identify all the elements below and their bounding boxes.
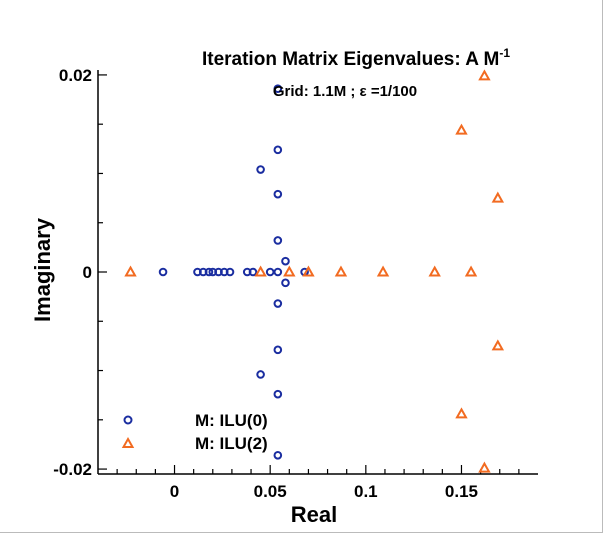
data-point-circle xyxy=(204,267,214,277)
data-point-triangle xyxy=(491,191,505,203)
legend-marker-ilu0 xyxy=(123,415,133,425)
data-point-circle xyxy=(273,389,283,399)
legend-label-ilu2: M: ILU(2) xyxy=(195,434,268,453)
x-tick-label: 0.15 xyxy=(445,482,478,501)
data-point-triangle xyxy=(478,69,491,81)
series-ilu2 xyxy=(124,69,505,473)
y-tick-label: 0.02 xyxy=(59,66,92,85)
data-point-triangle xyxy=(491,339,505,351)
y-tick-label: -0.02 xyxy=(53,460,92,479)
data-point-circle xyxy=(273,145,283,155)
data-point-triangle xyxy=(376,265,390,277)
data-point-circle xyxy=(281,256,290,266)
chart-subtitle: Grid: 1.1M ; ε =1/100 xyxy=(273,83,417,100)
data-point-circle xyxy=(256,165,265,174)
x-tick-label: 0 xyxy=(170,482,179,501)
data-point-triangle xyxy=(455,123,468,135)
data-point-triangle xyxy=(464,265,478,277)
y-axis-label: Imaginary xyxy=(30,217,55,322)
data-point-triangle xyxy=(254,265,267,277)
y-tick-label: 0 xyxy=(83,263,92,282)
data-point-circle xyxy=(273,267,283,277)
y-ticks: -0.02 0 0.02 xyxy=(53,66,107,479)
data-point-triangle xyxy=(428,265,441,277)
data-point-triangle xyxy=(455,407,468,419)
data-point-circle xyxy=(256,370,265,379)
legend-label-ilu0: M: ILU(0) xyxy=(195,411,268,430)
data-point-circle xyxy=(273,236,283,245)
data-point-triangle xyxy=(283,265,296,277)
chart-title: Iteration Matrix Eigenvalues: A M-1 xyxy=(202,46,510,70)
x-tick-label: 0.1 xyxy=(354,482,378,501)
series-ilu0 xyxy=(158,84,309,460)
legend-marker-ilu2 xyxy=(121,436,135,448)
data-point-circle xyxy=(273,299,283,308)
data-point-circle xyxy=(281,278,290,288)
data-point-circle xyxy=(265,267,275,277)
data-point-circle xyxy=(273,450,283,460)
data-marks xyxy=(124,69,505,473)
x-ticks: 0 0.05 0.1 0.15 xyxy=(116,465,520,501)
data-point-triangle xyxy=(334,265,348,277)
axes xyxy=(97,70,538,475)
data-point-triangle xyxy=(124,265,137,277)
x-axis-label: Real xyxy=(291,502,337,527)
data-point-circle xyxy=(225,267,235,277)
data-point-triangle xyxy=(302,265,315,277)
data-point-circle xyxy=(158,267,168,277)
data-point-triangle xyxy=(478,461,491,473)
data-point-circle xyxy=(273,189,283,199)
x-tick-label: 0.05 xyxy=(254,482,287,501)
data-point-circle xyxy=(248,267,258,277)
data-point-circle xyxy=(273,84,283,94)
legend: M: ILU(0) M: ILU(2) xyxy=(121,411,268,453)
data-point-circle xyxy=(273,345,283,355)
